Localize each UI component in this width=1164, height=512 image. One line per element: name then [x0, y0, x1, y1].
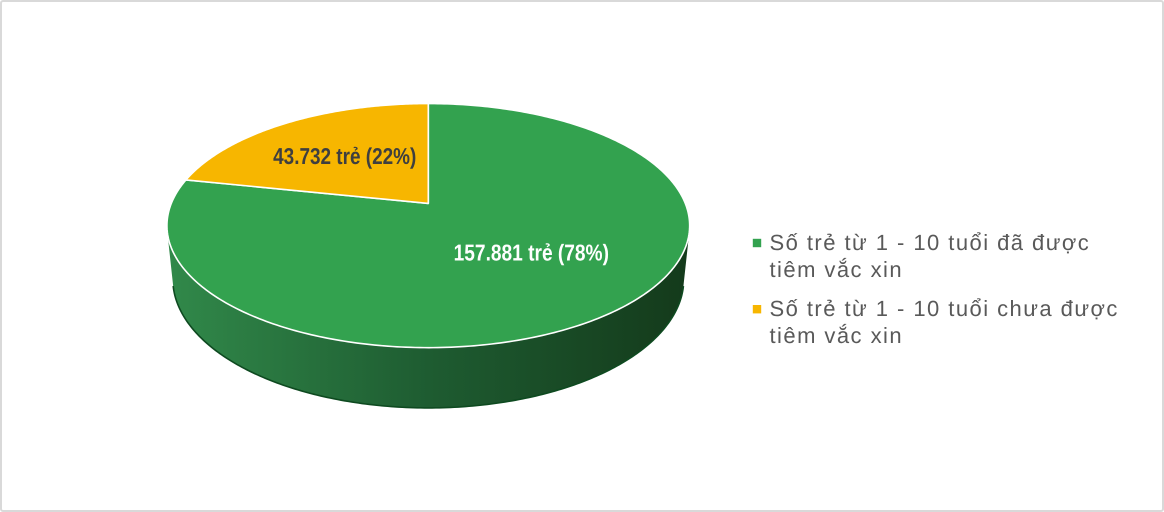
svg-text:43.732 trẻ (22%): 43.732 trẻ (22%) [273, 143, 416, 169]
svg-text:Số trẻ từ 1 - 10 tuổi đã được: Số trẻ từ 1 - 10 tuổi đã được [770, 230, 1091, 255]
svg-text:Số trẻ từ 1 - 10 tuổi chưa đượ: Số trẻ từ 1 - 10 tuổi chưa được [770, 296, 1119, 321]
svg-text:157.881 trẻ (78%): 157.881 trẻ (78%) [454, 240, 609, 266]
svg-text:tiêm vắc xin: tiêm vắc xin [770, 323, 904, 348]
svg-text:tiêm vắc xin: tiêm vắc xin [770, 257, 904, 282]
